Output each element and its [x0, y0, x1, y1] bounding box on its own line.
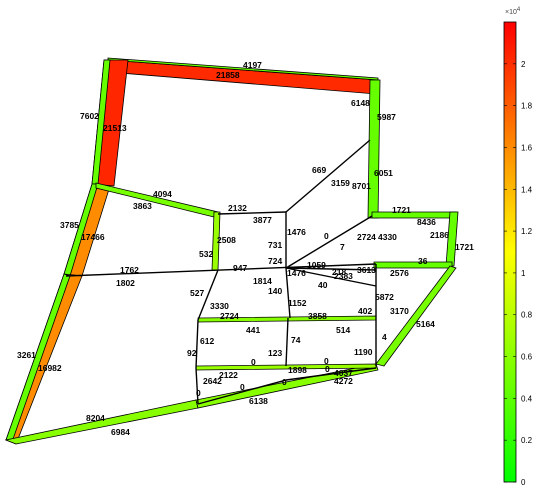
label-514: 514	[336, 325, 350, 335]
label-402: 402	[358, 306, 372, 316]
label-612: 612	[200, 336, 214, 346]
label-8436: 8436	[417, 217, 436, 227]
colorbar: ×104 2 1.8 1.6 1.4 1.2 1 0.8 0.6 0.4 0.2 0	[503, 7, 533, 487]
label-3785: 3785	[60, 220, 79, 230]
label-2576: 2576	[390, 268, 409, 278]
label-1802: 1802	[116, 278, 135, 288]
label-8204: 8204	[86, 413, 105, 423]
label-21858: 21858	[216, 70, 240, 80]
label-123: 123	[268, 348, 282, 358]
colorbar-tick-label: 1.6	[521, 143, 533, 152]
label-1152: 1152	[288, 298, 307, 308]
label-3170: 3170	[390, 306, 409, 316]
label-2724a: 2724	[357, 232, 376, 242]
label-947: 947	[233, 263, 247, 273]
label-140: 140	[268, 286, 282, 296]
label-0a: 0	[324, 231, 329, 241]
label-724: 724	[268, 256, 282, 266]
label-36: 36	[418, 256, 428, 266]
colorbar-tick-label: 1.2	[521, 227, 533, 236]
label-3863: 3863	[133, 201, 152, 211]
label-669: 669	[312, 165, 326, 175]
member-right-vertical	[445, 211, 459, 267]
label-4: 4	[382, 332, 387, 342]
label-1721b: 1721	[455, 242, 474, 252]
label-6051: 6051	[374, 168, 393, 178]
colorbar-exponent: ×104	[505, 7, 521, 16]
label-6984: 6984	[111, 427, 130, 437]
label-1762: 1762	[120, 265, 139, 275]
colorbar-gradient	[503, 21, 517, 483]
label-3159: 3159	[331, 178, 350, 188]
label-6138: 6138	[249, 396, 268, 406]
colorbar-tick-label: 2	[521, 60, 526, 69]
label-17466: 17466	[81, 232, 105, 242]
label-0d: 0	[325, 364, 330, 374]
label-731: 731	[268, 240, 282, 250]
label-2186: 2186	[430, 230, 449, 240]
colorbar-tick-label: 1	[521, 269, 526, 278]
label-2132: 2132	[228, 203, 247, 213]
label-527: 527	[190, 288, 204, 298]
label-532: 532	[199, 249, 213, 259]
label-0b: 0	[251, 357, 256, 367]
member-right-diagonal	[375, 265, 457, 367]
label-218: 218	[332, 267, 346, 277]
label-4094: 4094	[153, 189, 172, 199]
label-0f: 0	[240, 382, 245, 392]
label-3877: 3877	[253, 215, 272, 225]
label-8701: 8701	[352, 181, 371, 191]
label-3261: 3261	[17, 350, 36, 360]
member-right-horizontal	[373, 261, 453, 269]
label-5872: 5872	[375, 292, 394, 302]
label-0e: 0	[282, 377, 287, 387]
colorbar-tick-label: 0.6	[521, 353, 533, 362]
label-1476a: 1476	[287, 227, 306, 237]
label-7602: 7602	[80, 111, 99, 121]
colorbar-tick-label: 0.4	[521, 394, 533, 403]
member-labels: 4197 21858 7602 21513 6148 5987 669 3159…	[17, 60, 474, 437]
colorbar-tick-label: 0.2	[521, 436, 533, 445]
label-2508: 2508	[217, 235, 236, 245]
label-1059: 1059	[307, 260, 326, 270]
label-2724b: 2724	[220, 311, 239, 321]
label-3858: 3858	[308, 311, 327, 321]
label-4037: 4037	[334, 368, 353, 378]
colorbar-tick-label: 0.8	[521, 311, 533, 320]
label-7: 7	[340, 242, 345, 252]
label-40: 40	[318, 280, 328, 290]
label-0c: 0	[324, 356, 329, 366]
label-4197: 4197	[243, 60, 262, 70]
member-mid-horizontal	[371, 211, 457, 219]
member-left-lower-outer	[5, 273, 71, 443]
label-1814: 1814	[253, 276, 272, 286]
label-74: 74	[291, 335, 301, 345]
label-92: 92	[187, 348, 197, 358]
label-6148: 6148	[351, 98, 370, 108]
label-2383: 2383	[334, 271, 353, 281]
colorbar-tick-label: 1.8	[521, 102, 533, 111]
label-441: 441	[246, 325, 260, 335]
label-21513: 21513	[103, 123, 127, 133]
label-1190: 1190	[354, 347, 373, 357]
label-3330: 3330	[210, 301, 229, 311]
colorbar-ticks: 2 1.8 1.6 1.4 1.2 1 0.8 0.6 0.4 0.2 0	[504, 60, 533, 487]
label-16982: 16982	[38, 363, 62, 373]
label-5987: 5987	[377, 112, 396, 122]
label-1476b: 1476	[287, 268, 306, 278]
colorbar-tick-label: 0	[521, 478, 526, 487]
label-4272: 4272	[334, 376, 353, 386]
label-1898: 1898	[288, 365, 307, 375]
label-2122: 2122	[219, 370, 238, 380]
label-1721a: 1721	[392, 205, 411, 215]
label-4330: 4330	[378, 232, 397, 242]
label-0g: 0	[196, 388, 201, 398]
label-2642: 2642	[203, 376, 222, 386]
line-members	[65, 139, 377, 405]
label-5164: 5164	[416, 319, 435, 329]
colorbar-tick-label: 1.4	[521, 185, 533, 194]
label-3613: 3613	[357, 265, 376, 275]
